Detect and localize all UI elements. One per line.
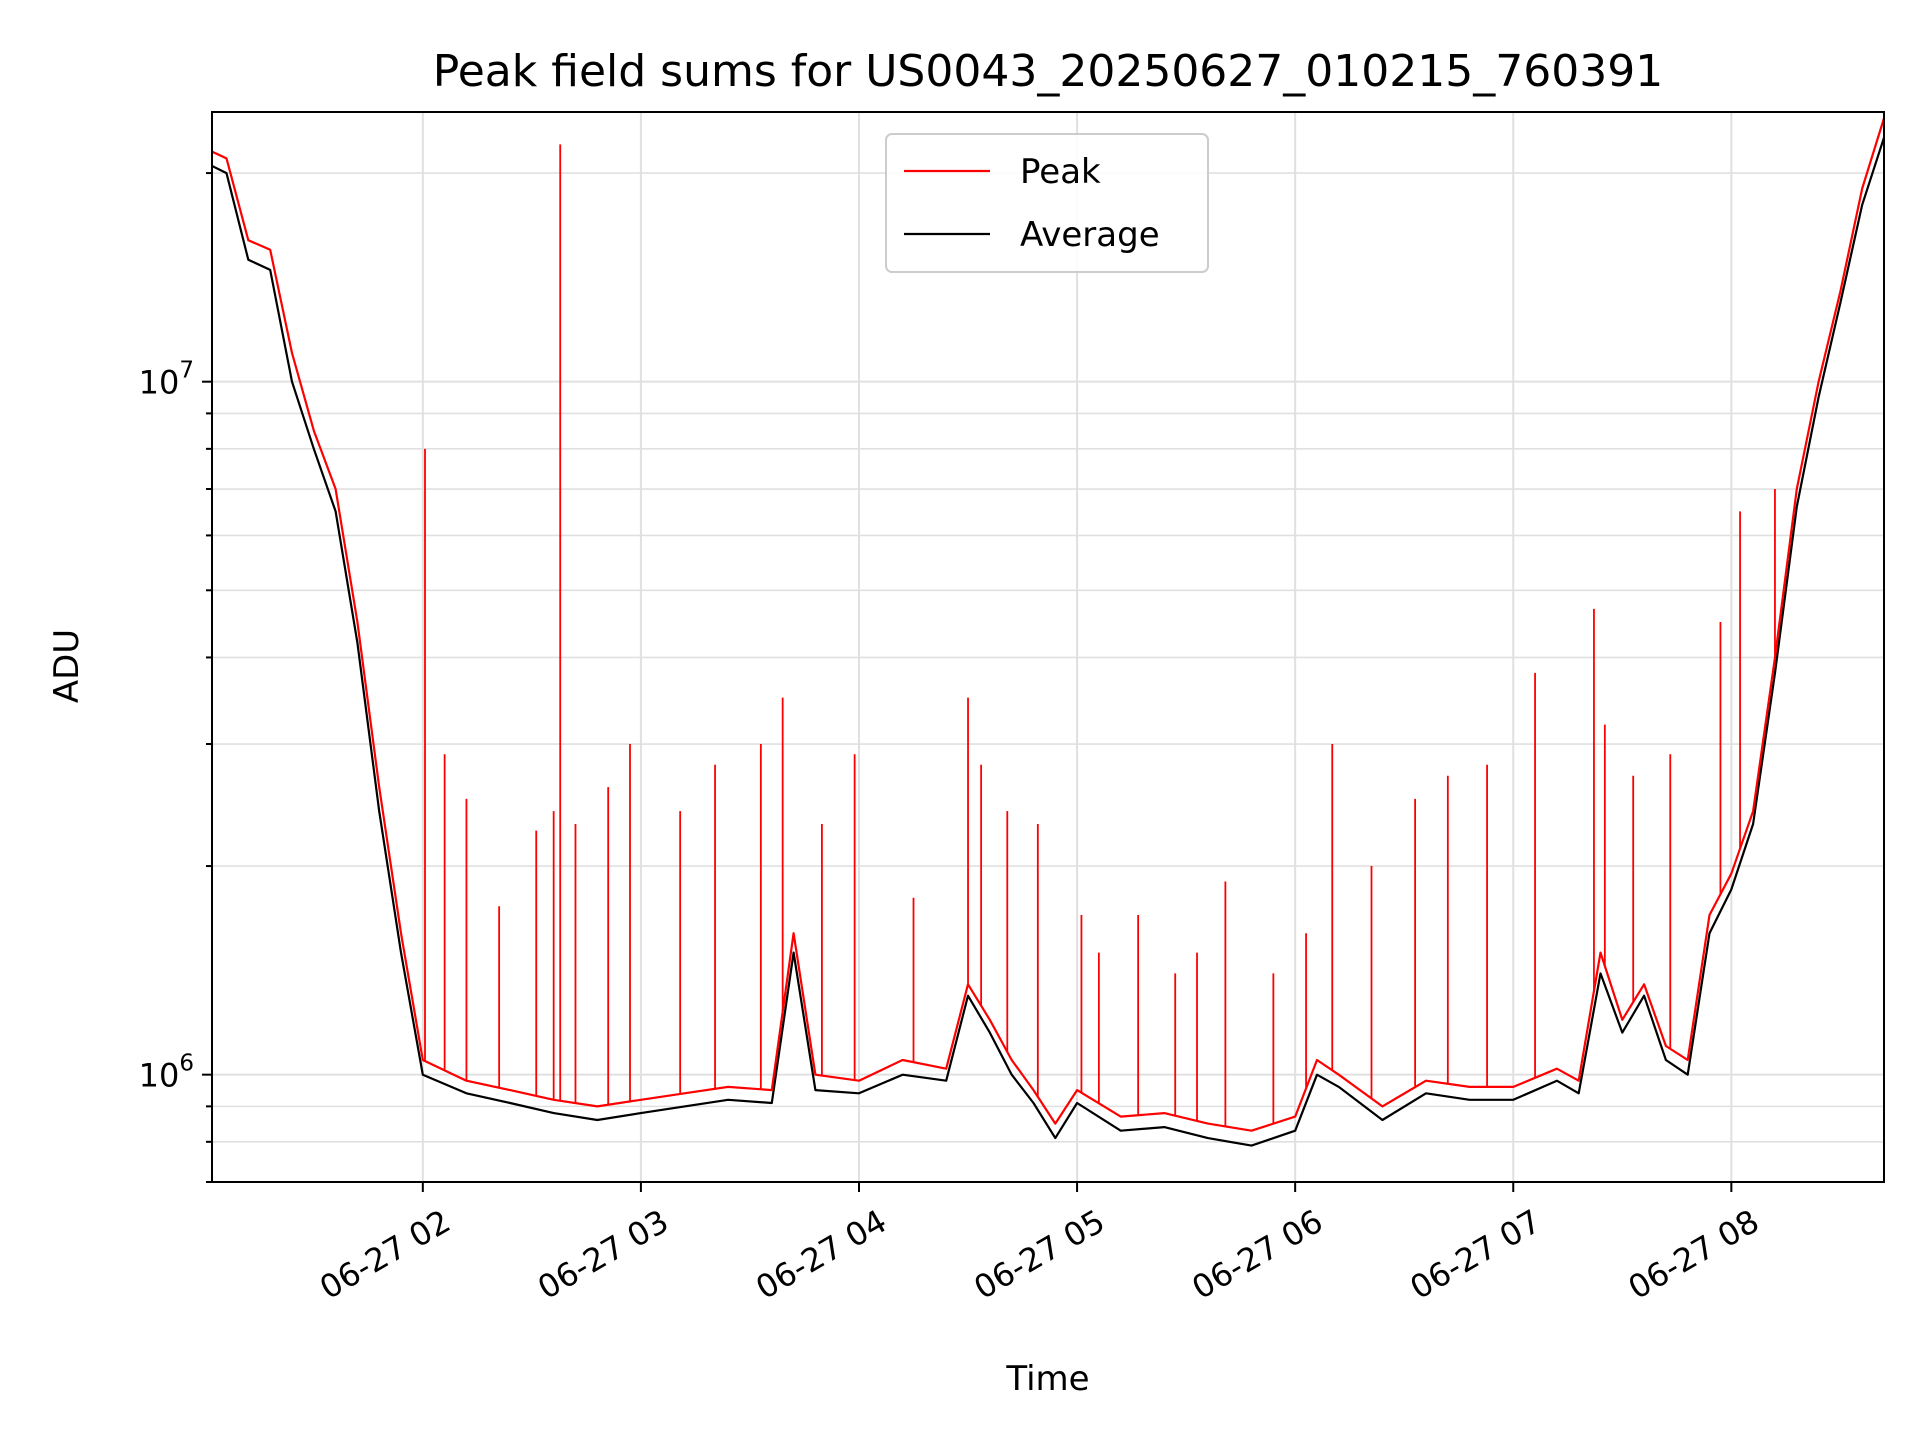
y-tick-label: 107	[139, 358, 194, 402]
x-axis-label: Time	[1005, 1359, 1089, 1399]
y-tick-base: 10	[139, 1057, 180, 1095]
legend: Peak Average	[885, 133, 1209, 273]
chart-title: Peak field sums for US0043_20250627_0102…	[433, 46, 1663, 97]
series-line-peak	[212, 117, 1884, 1132]
plot-area	[212, 117, 1884, 1147]
legend-box	[885, 133, 1209, 273]
legend-label-peak: Peak	[1020, 152, 1101, 192]
y-tick-exponent: 7	[179, 358, 194, 384]
series-line-average	[212, 137, 1884, 1147]
y-axis-label: ADU	[47, 629, 87, 703]
y-tick-exponent: 6	[179, 1051, 194, 1077]
grid-layer	[212, 112, 1884, 1183]
y-tick-base: 10	[139, 364, 180, 402]
legend-label-average: Average	[1020, 215, 1160, 255]
series-layer	[212, 117, 1884, 1147]
plot-frame	[211, 111, 1885, 1183]
y-tick-label: 106	[139, 1051, 194, 1095]
